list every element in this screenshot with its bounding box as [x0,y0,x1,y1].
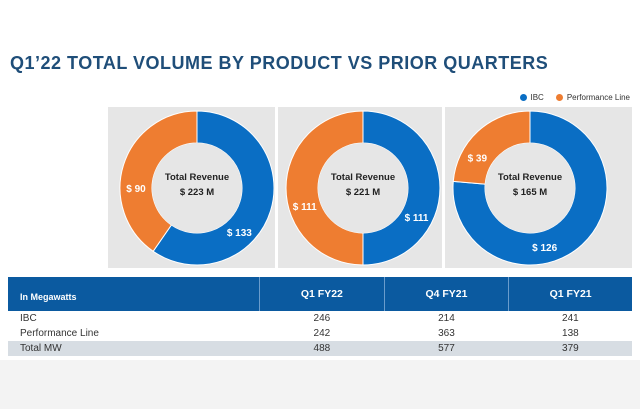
donut-hole [485,143,575,233]
cell: 363 [438,328,455,339]
table-row: IBC 246 214 241 [8,311,632,326]
center-label: Total Revenue [331,172,395,183]
center-value: $ 223 M [180,187,214,198]
table-row-total: Total MW 488 577 379 [8,341,632,356]
legend-item-performance-line: Performance Line [555,93,630,102]
header-cell: Q1 FY22 [259,277,385,311]
center-value: $ 221 M [346,187,380,198]
cell: 138 [562,328,579,339]
table-row: Performance Line 242 363 138 [8,326,632,341]
ibc-dot-icon [519,94,527,101]
cell: 242 [313,328,331,339]
legend-label: Performance Line [566,93,630,102]
cell: 246 [313,313,331,324]
donut-slice-performance-line [119,110,198,252]
slice-label: $ 90 [126,184,146,195]
cell: 241 [562,313,579,324]
legend-label: IBC [530,93,544,102]
header-cell: Q4 FY21 [383,277,509,311]
cell: Performance Line [20,328,99,339]
legend: IBC Performance Line [519,93,630,102]
donut-charts: $ 133 $ 90 Total Revenue $ 223 M $ 111 $ 111 T… [108,107,632,268]
volume-table: In Megawatts Q1 FY22 Q4 FY21 Q1 FY21 IBC… [8,277,632,356]
header-cell: Q1 FY21 [508,277,632,311]
header-cell: In Megawatts [8,277,260,311]
footer-band [0,360,640,409]
slice-label: $ 39 [468,153,488,164]
cell: 214 [438,313,455,324]
center-label: Total Revenue [498,172,562,183]
cell: IBC [20,313,37,324]
donut-hole [152,143,242,233]
slice-label: $ 126 [532,243,557,254]
cell: Total MW [8,341,260,356]
performance-line-dot-icon [555,94,563,101]
page-title: Q1’22 TOTAL VOLUME BY PRODUCT VS PRIOR Q… [10,53,549,73]
slice-label: $ 111 [293,202,317,213]
cell: 577 [384,341,509,356]
slice-label: $ 133 [227,228,252,239]
slice-label: $ 111 [405,213,429,224]
donut-hole [318,143,408,233]
cell: 488 [259,341,385,356]
center-label: Total Revenue [165,172,229,183]
cell: 379 [508,341,632,356]
legend-item-ibc: IBC [519,93,544,102]
center-value: $ 165 M [513,187,547,198]
